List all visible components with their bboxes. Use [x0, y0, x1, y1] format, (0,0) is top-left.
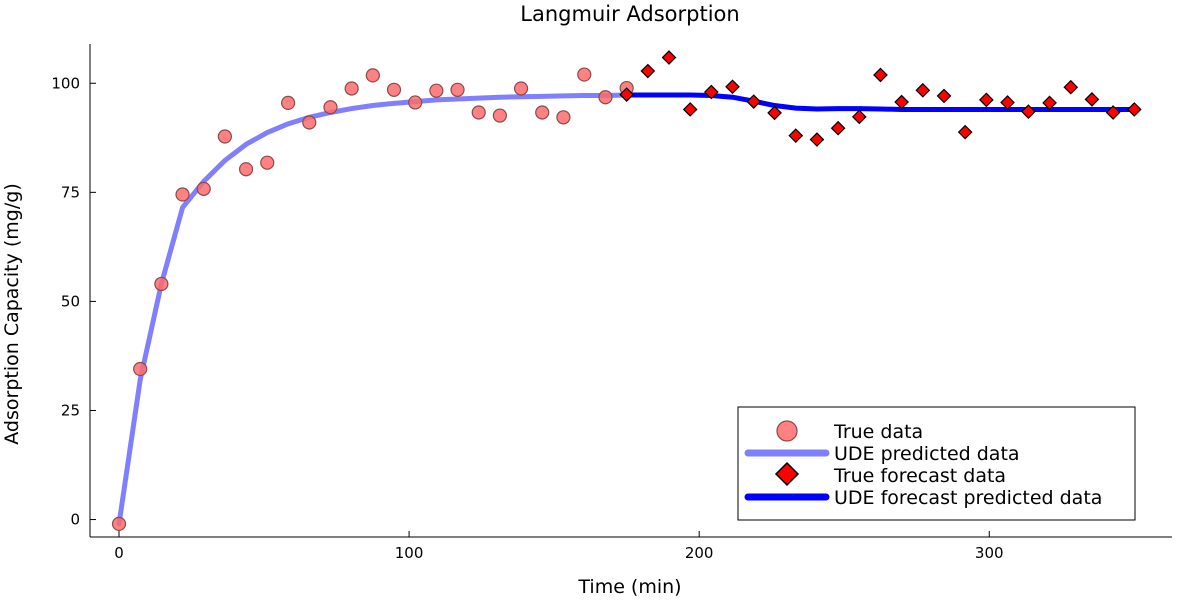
point-true-data	[196, 181, 211, 196]
point-true-data	[111, 516, 127, 532]
point-true-data	[429, 83, 444, 98]
point-true-data	[535, 105, 550, 120]
y-tick-label: 25	[61, 401, 80, 419]
point-true-forecast	[704, 84, 719, 100]
point-true-data	[471, 105, 486, 120]
point-true-data	[386, 82, 402, 97]
series-line-ude-predicted	[116, 92, 630, 527]
point-true-forecast	[1105, 105, 1121, 120]
point-true-data	[556, 110, 571, 125]
point-true-forecast	[851, 109, 867, 125]
x-tick-label: 300	[975, 544, 1004, 562]
y-tick-label: 75	[61, 183, 80, 201]
legend-label-ude-predicted: UDE predicted data	[834, 443, 1020, 465]
y-tick-label: 0	[70, 511, 80, 529]
point-true-forecast	[957, 124, 973, 140]
point-true-data	[365, 68, 380, 83]
point-true-data	[323, 100, 338, 115]
point-true-forecast	[978, 92, 994, 108]
x-tick-label: 100	[395, 544, 424, 562]
point-true-data	[175, 187, 190, 202]
point-true-forecast	[746, 94, 762, 109]
point-true-forecast	[788, 128, 804, 143]
chart-marks	[111, 50, 1142, 532]
point-true-data	[133, 361, 148, 377]
point-true-forecast	[725, 79, 740, 95]
point-true-forecast	[809, 132, 825, 147]
series-line-ude-forecast	[624, 92, 1137, 112]
point-true-data	[408, 95, 423, 110]
point-true-forecast	[894, 94, 909, 110]
legend-label-true-data: True data	[833, 421, 923, 443]
point-true-data	[344, 81, 359, 96]
legend-box	[737, 406, 1136, 521]
point-true-forecast	[1021, 104, 1036, 119]
legend-label-ude-forecast: UDE forecast predicted data	[834, 487, 1102, 509]
chart-title: Langmuir Adsorption	[520, 2, 739, 26]
y-axis-label: Adsorption Capacity (mg/g)	[1, 183, 23, 444]
point-true-forecast	[767, 105, 782, 121]
legend: True data UDE predicted data True foreca…	[737, 406, 1136, 521]
x-tick-label: 200	[685, 544, 714, 562]
point-true-data	[450, 82, 465, 97]
x-tick-label: 0	[114, 544, 124, 562]
point-true-forecast	[873, 67, 888, 83]
point-true-forecast	[936, 88, 952, 104]
axis-ticks: 0 100 200 300 0 25 50 75 100	[51, 74, 1003, 562]
point-true-forecast	[640, 63, 656, 79]
legend-label-true-forecast: True forecast data	[833, 465, 1006, 487]
point-true-data	[260, 155, 275, 170]
point-true-data	[492, 108, 507, 123]
point-true-forecast	[661, 50, 677, 65]
point-true-forecast	[682, 102, 698, 117]
plot-frame	[89, 44, 1172, 538]
y-tick-label: 50	[61, 292, 80, 310]
x-axis-label: Time (min)	[577, 576, 681, 598]
point-true-data	[598, 90, 613, 105]
point-true-data	[154, 276, 169, 292]
point-true-forecast	[1042, 95, 1057, 111]
y-tick-label: 100	[51, 74, 80, 92]
point-true-forecast	[1000, 95, 1015, 110]
point-true-forecast	[1063, 79, 1079, 95]
point-true-forecast	[619, 87, 634, 102]
point-true-forecast	[1084, 92, 1100, 107]
point-true-forecast	[915, 82, 931, 98]
point-true-forecast	[830, 120, 846, 136]
point-true-data	[302, 115, 317, 130]
point-true-data	[238, 162, 254, 177]
point-true-data	[281, 95, 296, 110]
legend-marker-true-data	[776, 420, 798, 442]
point-true-forecast	[1126, 102, 1142, 117]
legend-marker-true-forecast	[774, 461, 800, 487]
point-true-data	[513, 81, 529, 96]
point-true-data	[217, 129, 232, 144]
point-true-data	[577, 67, 592, 82]
